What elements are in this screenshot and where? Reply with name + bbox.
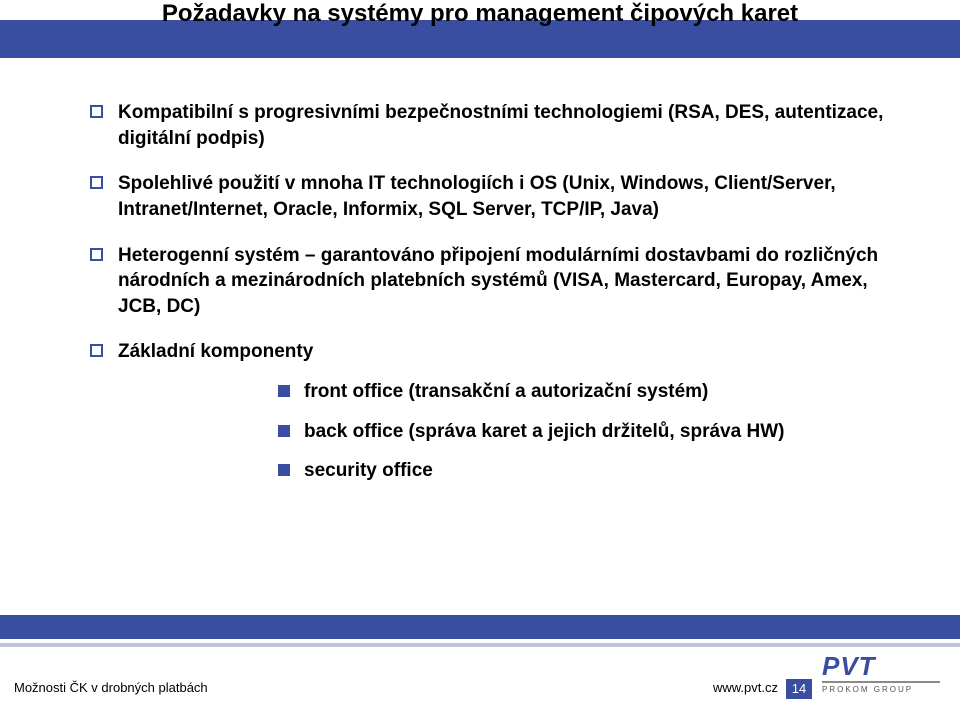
bullet-item: Kompatibilní s progresivními bezpečnostn… (90, 100, 890, 151)
decor-band-secondary (0, 643, 960, 647)
slide: Požadavky na systémy pro management čipo… (0, 0, 960, 707)
bullet-item: Základní komponenty front office (transa… (90, 339, 890, 484)
bullet-text: Heterogenní systém – garantováno připoje… (118, 245, 878, 317)
bullet-list: Kompatibilní s progresivními bezpečnostn… (90, 100, 890, 484)
sub-bullet-text: security office (304, 460, 433, 481)
footer-url: www.pvt.cz (713, 680, 778, 695)
content-area: Kompatibilní s progresivními bezpečnostn… (90, 100, 890, 504)
pvt-logo: PVT PROKOM GROUP (822, 653, 940, 697)
page-number: 14 (786, 679, 812, 699)
logo-rule (822, 681, 940, 683)
bullet-text: Spolehlivé použití v mnoha IT technologi… (118, 173, 836, 220)
slide-title: Požadavky na systémy pro management čipo… (0, 0, 960, 28)
bullet-item: Heterogenní systém – garantováno připoje… (90, 243, 890, 320)
bullet-text: Základní komponenty (118, 341, 313, 362)
decor-band-primary (0, 615, 960, 639)
bullet-item: Spolehlivé použití v mnoha IT technologi… (90, 171, 890, 222)
sub-bullet-item: security office (278, 458, 890, 484)
sub-bullet-item: back office (správa karet a jejich držit… (278, 419, 890, 445)
sub-bullet-text: front office (transakční a autorizační s… (304, 381, 708, 402)
sub-bullet-list: front office (transakční a autorizační s… (278, 379, 890, 484)
logo-main-text: PVT (822, 653, 940, 679)
sub-bullet-text: back office (správa karet a jejich držit… (304, 421, 784, 442)
logo-sub-text: PROKOM GROUP (822, 685, 940, 694)
sub-bullet-item: front office (transakční a autorizační s… (278, 379, 890, 405)
footer-left-text: Možnosti ČK v drobných platbách (14, 680, 208, 695)
bullet-text: Kompatibilní s progresivními bezpečnostn… (118, 102, 883, 149)
